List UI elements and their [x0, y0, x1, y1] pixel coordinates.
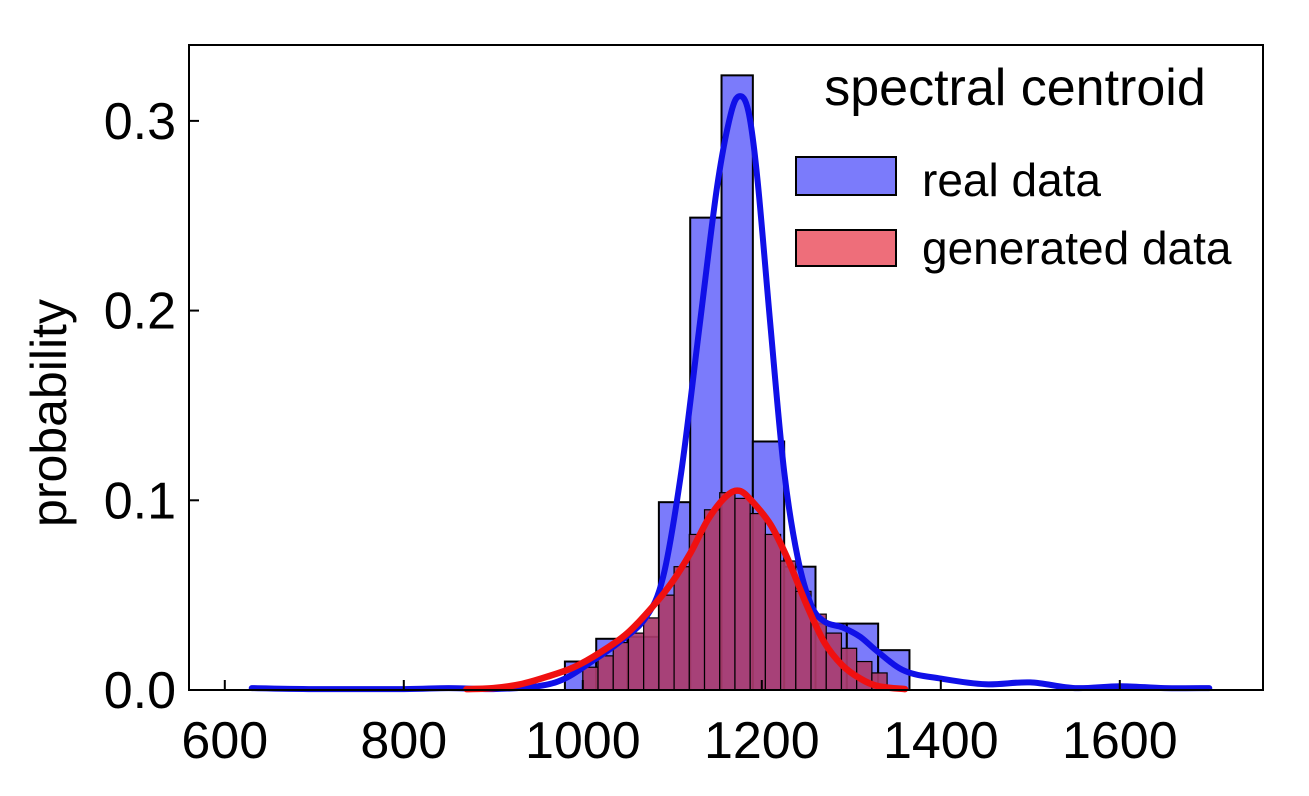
x-tick-label: 1200	[704, 712, 820, 770]
chart-title: spectral centroid	[824, 59, 1206, 117]
y-tick-label: 0.0	[104, 662, 176, 720]
y-axis-label: probability	[21, 299, 77, 527]
bar-generated-data	[627, 632, 645, 691]
bar-generated-data	[719, 492, 736, 691]
bar-generated-data	[749, 512, 766, 691]
bar-generated-data	[688, 533, 706, 691]
y-tick-label: 0.1	[104, 472, 176, 530]
y-tick-label: 0.3	[104, 93, 176, 151]
kde-line-generated-data	[463, 487, 909, 693]
bar-generated-data	[764, 533, 782, 691]
bar-generated-data	[703, 509, 721, 691]
kde-line-real-data	[248, 93, 1213, 693]
legend-swatch-real-data	[795, 156, 897, 196]
x-tick-label: 1000	[525, 712, 641, 770]
bar-generated-data	[658, 594, 675, 691]
x-tick-label: 600	[181, 712, 268, 770]
bar-generated-data	[643, 617, 660, 691]
plot-area	[248, 74, 1213, 693]
legend: spectral centroid real data generated da…	[795, 59, 1232, 286]
bar-generated-data	[673, 566, 690, 691]
bar-generated-data	[582, 666, 599, 691]
bar-generated-data	[597, 655, 614, 691]
legend-swatch-generated-data	[795, 229, 897, 267]
bar-generated-data	[612, 641, 630, 691]
x-tick-label: 800	[360, 712, 447, 770]
axis-ticks: 600 800 1000 1200 1400 1600 0.0 0.1 0.2 0.3	[104, 93, 1178, 770]
legend-label-real-data: real data	[922, 154, 1101, 206]
x-tick-label: 1600	[1062, 712, 1178, 770]
x-tick-label: 1400	[883, 712, 999, 770]
legend-label-generated-data: generated data	[922, 222, 1232, 274]
bar-generated-data	[734, 497, 751, 691]
plot-frame	[188, 44, 1264, 691]
y-tick-label: 0.2	[104, 283, 176, 341]
